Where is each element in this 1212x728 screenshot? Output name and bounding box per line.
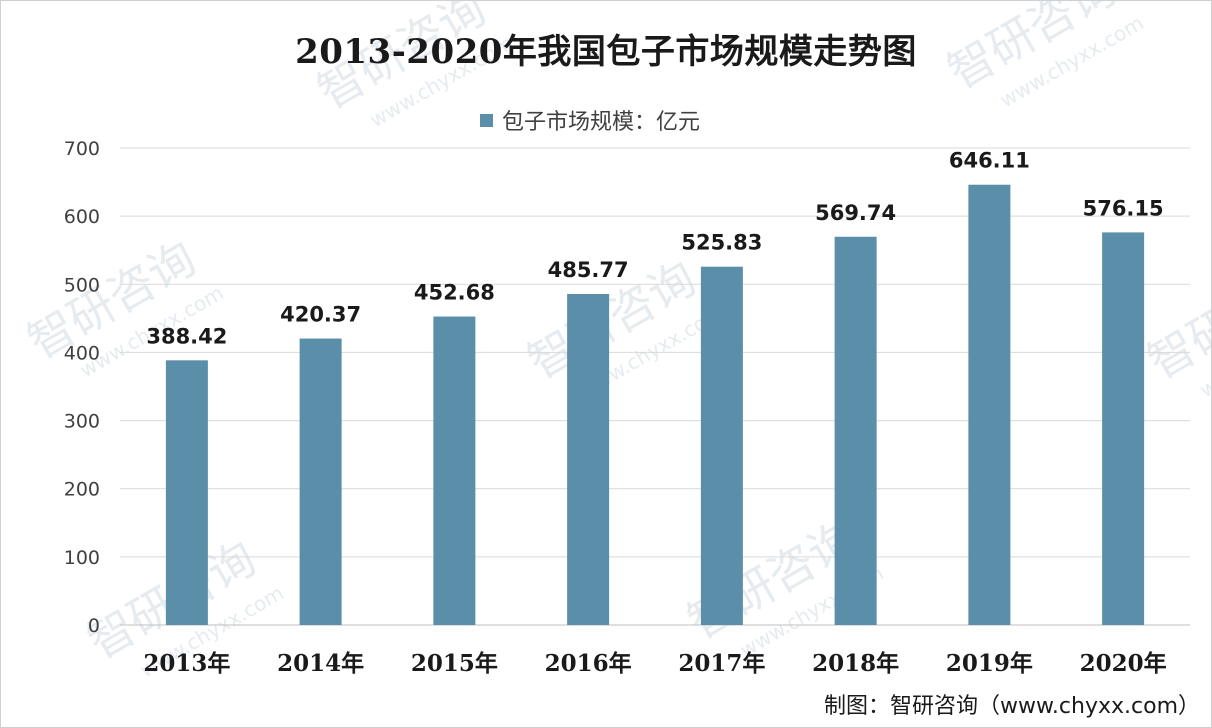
- bar: [567, 293, 610, 625]
- bar: [1102, 232, 1145, 625]
- y-axis-ticks: 0 100 200 300 400 500 600 700: [64, 138, 100, 637]
- source-note: 制图：智研咨询（www.chyxx.com）: [823, 694, 1200, 719]
- bar: [700, 266, 743, 625]
- x-tick-label: 2020年: [1080, 650, 1167, 677]
- x-tick-label: 2019年: [946, 650, 1033, 677]
- x-tick-label: 2014年: [277, 650, 364, 677]
- legend-label: 包子市场规模：亿元: [502, 110, 701, 135]
- data-label: 485.77: [548, 258, 629, 282]
- data-label: 576.15: [1083, 196, 1164, 220]
- y-tick-label: 600: [64, 206, 100, 228]
- gridlines: [120, 147, 1190, 626]
- bar: [433, 316, 476, 625]
- y-tick-label: 100: [64, 547, 100, 569]
- y-tick-label: 500: [64, 274, 100, 296]
- bar: [165, 360, 208, 625]
- y-tick-label: 200: [64, 479, 100, 501]
- bar: [299, 338, 342, 625]
- chart-title: 2013-2020年我国包子市场规模走势图: [295, 32, 917, 72]
- data-label: 388.42: [146, 324, 227, 348]
- x-tick-label: 2013年: [143, 650, 230, 677]
- x-tick-label: 2016年: [545, 650, 632, 677]
- bar: [968, 184, 1011, 626]
- watermark-text: 智研咨询: [1139, 251, 1212, 390]
- x-tick-label: 2015年: [411, 650, 498, 677]
- data-labels: 388.42 420.37 452.68 485.77 525.83 569.74 646.…: [146, 149, 1163, 349]
- y-tick-label: 300: [64, 411, 100, 433]
- legend-swatch: [480, 113, 493, 127]
- data-label: 420.37: [280, 303, 361, 327]
- y-tick-label: 700: [64, 138, 100, 160]
- x-tick-label: 2018年: [812, 650, 899, 677]
- y-tick-label: 400: [64, 342, 100, 364]
- x-tick-label: 2017年: [678, 650, 765, 677]
- y-tick-label: 0: [88, 615, 100, 637]
- legend: 包子市场规模：亿元: [480, 106, 701, 135]
- x-axis-ticks: 2013年 2014年 2015年 2016年 2017年 2018年 2019年 2020年: [143, 650, 1166, 677]
- data-label: 525.83: [681, 231, 762, 255]
- bar: [834, 236, 877, 625]
- data-label: 452.68: [414, 281, 495, 305]
- bars: [165, 184, 1145, 626]
- data-label: 646.11: [949, 149, 1030, 173]
- data-label: 569.74: [815, 201, 896, 225]
